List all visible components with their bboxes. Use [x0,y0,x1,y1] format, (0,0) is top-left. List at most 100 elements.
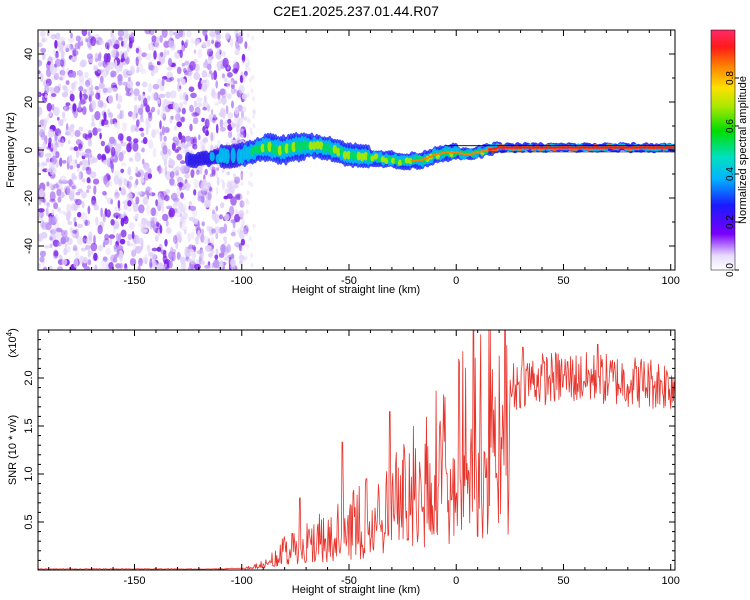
noise-blob [159,224,163,234]
noise-blob [122,200,128,205]
noise-blob [40,231,48,239]
noise-blob [123,50,128,60]
noise-blob [38,208,45,213]
noise-blob [69,188,75,196]
noise-blob [241,93,248,100]
noise-blob [169,30,174,37]
noise-blob [135,81,141,87]
noise-blob [91,100,97,110]
noise-blob [185,94,189,102]
noise-blob [174,211,181,218]
noise-blob [234,213,241,223]
noise-blob [197,102,203,108]
noise-blob [84,148,92,154]
noise-blob [176,153,183,161]
noise-blob [134,104,138,114]
noise-blob [75,198,82,206]
noise-blob [57,83,62,91]
noise-blob [153,262,159,270]
noise-blob [237,133,242,138]
noise-blob [132,142,139,152]
noise-blob [100,140,106,147]
noise-blob [39,73,44,83]
noise-blob [190,38,195,45]
noise-blob [192,143,198,150]
noise-blob [38,263,41,269]
noise-blob [138,222,143,227]
signal-blob [284,143,289,154]
noise-blob [242,78,246,84]
noise-blob [127,76,131,82]
noise-blob [248,77,252,83]
noise-blob [189,61,196,71]
noise-blob [181,225,188,232]
noise-blob [204,199,211,208]
signal-blob [404,157,410,164]
noise-blob [160,113,164,119]
noise-blob [157,108,160,116]
noise-blob [40,47,47,54]
signal-blob [423,157,429,160]
noise-blob [135,166,138,174]
noise-blob [93,178,100,185]
noise-blob [136,119,140,128]
noise-blob [180,216,185,224]
signal-blob [466,153,472,156]
noise-blob [146,204,151,215]
noise-blob [57,133,62,142]
noise-blob [203,60,208,67]
noise-blob [158,164,162,175]
noise-blob [109,136,115,144]
noise-blob [160,54,166,65]
noise-blob [44,245,50,249]
noise-blob [56,116,60,121]
noise-blob [99,40,105,45]
signal-blob [642,146,648,149]
signal-blob [342,150,348,160]
noise-blob [50,62,55,69]
noise-blob [170,90,177,99]
noise-blob [49,165,55,176]
signal-blob [384,157,389,164]
noise-blob [86,53,93,60]
noise-blob [87,129,93,140]
noise-blob [78,126,84,132]
noise-blob [87,31,91,37]
noise-blob [235,194,242,201]
noise-blob [162,145,168,155]
noise-blob [154,235,159,242]
noise-blob [155,128,160,135]
noise-blob [204,118,210,129]
noise-blob [41,162,48,167]
noise-blob [145,187,153,192]
noise-blob [167,103,175,110]
noise-blob [135,56,139,67]
noise-blob [201,70,208,78]
noise-blob [116,232,119,242]
noise-blob [226,80,231,89]
noise-blob [83,219,91,226]
noise-blob [70,56,77,61]
noise-blob [244,70,248,77]
noise-blob [124,263,127,269]
noise-blob [135,178,139,186]
colorbar-tick-label: 0.8 [725,71,736,85]
noise-blob [72,103,77,112]
signal-blob [543,146,549,149]
noise-blob [204,168,208,176]
noise-blob [224,188,230,195]
noise-blob [151,217,158,225]
noise-blob [182,212,188,220]
noise-blob [250,130,253,136]
noise-blob [63,86,69,96]
noise-blob [238,243,243,252]
signal-blob [264,142,269,153]
noise-blob [79,90,82,101]
noise-blob [202,30,207,37]
noise-blob [57,207,62,213]
noise-blob [239,75,244,83]
noise-blob [176,146,182,151]
noise-blob [38,42,43,48]
noise-blob [241,218,245,224]
